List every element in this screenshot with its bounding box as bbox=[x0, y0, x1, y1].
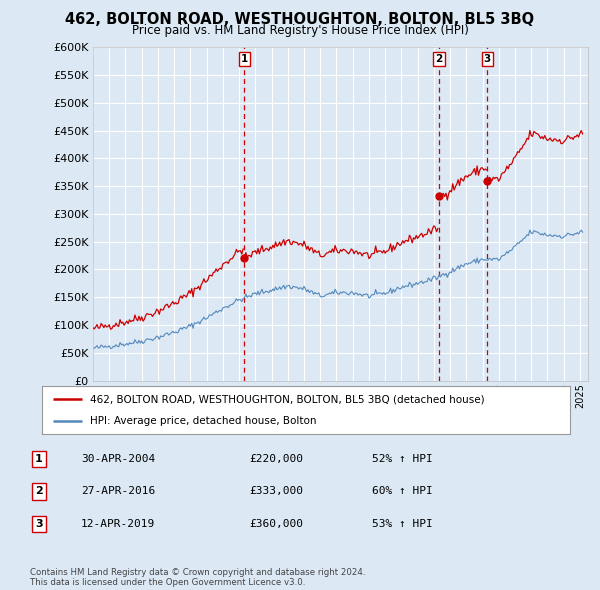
Text: £333,000: £333,000 bbox=[249, 487, 303, 496]
Text: HPI: Average price, detached house, Bolton: HPI: Average price, detached house, Bolt… bbox=[89, 416, 316, 426]
Text: 53% ↑ HPI: 53% ↑ HPI bbox=[372, 519, 433, 529]
Text: £360,000: £360,000 bbox=[249, 519, 303, 529]
Text: 27-APR-2016: 27-APR-2016 bbox=[81, 487, 155, 496]
Text: 462, BOLTON ROAD, WESTHOUGHTON, BOLTON, BL5 3BQ (detached house): 462, BOLTON ROAD, WESTHOUGHTON, BOLTON, … bbox=[89, 394, 484, 404]
Text: Price paid vs. HM Land Registry's House Price Index (HPI): Price paid vs. HM Land Registry's House … bbox=[131, 24, 469, 37]
Text: £220,000: £220,000 bbox=[249, 454, 303, 464]
Text: 1: 1 bbox=[241, 54, 248, 64]
Text: Contains HM Land Registry data © Crown copyright and database right 2024.
This d: Contains HM Land Registry data © Crown c… bbox=[30, 568, 365, 587]
Text: 3: 3 bbox=[35, 519, 43, 529]
Text: 2: 2 bbox=[436, 54, 443, 64]
Text: 3: 3 bbox=[484, 54, 491, 64]
Text: 2: 2 bbox=[35, 487, 43, 496]
Text: 60% ↑ HPI: 60% ↑ HPI bbox=[372, 487, 433, 496]
Text: 462, BOLTON ROAD, WESTHOUGHTON, BOLTON, BL5 3BQ: 462, BOLTON ROAD, WESTHOUGHTON, BOLTON, … bbox=[65, 12, 535, 27]
Text: 30-APR-2004: 30-APR-2004 bbox=[81, 454, 155, 464]
Text: 12-APR-2019: 12-APR-2019 bbox=[81, 519, 155, 529]
Text: 52% ↑ HPI: 52% ↑ HPI bbox=[372, 454, 433, 464]
Text: 1: 1 bbox=[35, 454, 43, 464]
